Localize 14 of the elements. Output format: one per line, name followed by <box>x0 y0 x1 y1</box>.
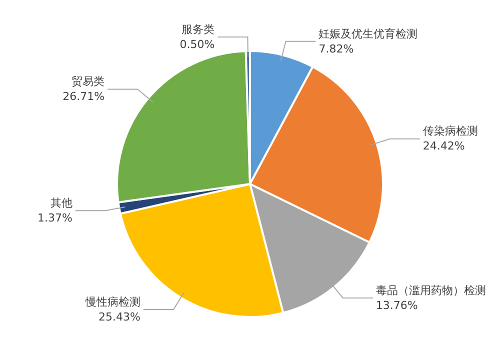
slice-label: 毒品（滥用药物）检测 <box>376 284 486 297</box>
data-label: 13.76% <box>376 298 418 312</box>
slice-label: 妊娠及优生优育检测 <box>318 27 418 40</box>
data-label: 26.71% <box>62 90 105 104</box>
slice-label: 慢性病检测 <box>84 295 141 308</box>
data-label: 7.82% <box>318 42 354 56</box>
slice-label: 其他 <box>50 196 72 210</box>
slice-label: 传染病检测 <box>422 124 478 138</box>
data-label: 25.43% <box>98 310 141 324</box>
data-label: 24.42% <box>422 140 465 153</box>
slice-label: 贸易类 <box>72 75 105 88</box>
data-label: 0.50% <box>180 38 215 51</box>
slice-label: 服务类 <box>182 22 215 36</box>
data-label: 1.37% <box>37 211 72 224</box>
